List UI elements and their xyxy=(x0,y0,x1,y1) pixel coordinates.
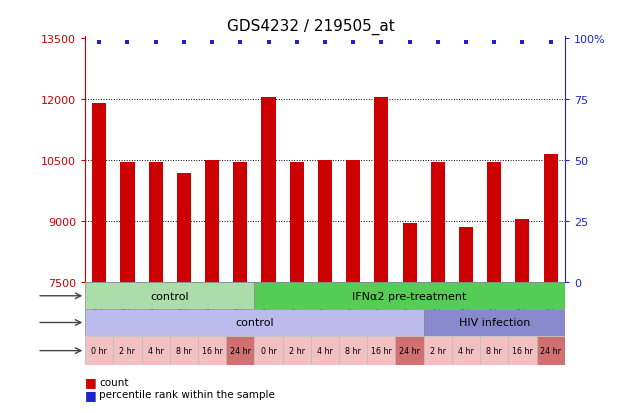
Text: ■: ■ xyxy=(85,375,97,389)
Bar xyxy=(233,163,247,283)
Bar xyxy=(516,220,529,283)
Bar xyxy=(254,283,565,309)
Bar xyxy=(318,161,332,283)
Bar xyxy=(121,163,134,283)
Text: HIV infection: HIV infection xyxy=(459,318,530,328)
Bar xyxy=(487,163,501,283)
Bar xyxy=(346,161,360,283)
Bar xyxy=(170,336,198,366)
Text: IFNα2 pre-treatment: IFNα2 pre-treatment xyxy=(352,291,467,301)
Bar xyxy=(205,161,219,283)
Bar xyxy=(543,155,558,283)
Bar xyxy=(396,336,423,366)
Bar xyxy=(227,336,254,366)
Text: 24 hr: 24 hr xyxy=(230,346,251,355)
Bar xyxy=(431,163,445,283)
Text: 8 hr: 8 hr xyxy=(487,346,502,355)
Text: percentile rank within the sample: percentile rank within the sample xyxy=(99,389,275,399)
Text: ■: ■ xyxy=(85,388,97,401)
Bar xyxy=(85,336,114,366)
Bar xyxy=(480,336,509,366)
Bar xyxy=(403,224,416,283)
Bar xyxy=(452,336,480,366)
Bar xyxy=(92,104,107,283)
Bar xyxy=(114,336,141,366)
Text: control: control xyxy=(151,291,189,301)
Text: 8 hr: 8 hr xyxy=(176,346,192,355)
Text: 2 hr: 2 hr xyxy=(289,346,305,355)
Bar xyxy=(459,228,473,283)
Bar xyxy=(311,336,339,366)
Bar xyxy=(261,98,276,283)
Text: 24 hr: 24 hr xyxy=(540,346,561,355)
Text: control: control xyxy=(235,318,274,328)
Bar xyxy=(290,163,304,283)
Bar xyxy=(423,336,452,366)
Text: count: count xyxy=(99,377,129,387)
Bar xyxy=(254,336,283,366)
Bar xyxy=(177,173,191,283)
Bar xyxy=(141,336,170,366)
Bar xyxy=(509,336,536,366)
Title: GDS4232 / 219505_at: GDS4232 / 219505_at xyxy=(227,18,394,34)
Bar xyxy=(85,309,423,336)
Bar xyxy=(374,98,389,283)
Bar xyxy=(283,336,311,366)
Bar xyxy=(149,163,163,283)
Bar xyxy=(339,336,367,366)
Bar xyxy=(367,336,396,366)
Text: 4 hr: 4 hr xyxy=(317,346,333,355)
Text: 16 hr: 16 hr xyxy=(202,346,223,355)
Text: 2 hr: 2 hr xyxy=(430,346,446,355)
Bar xyxy=(198,336,227,366)
Text: 4 hr: 4 hr xyxy=(148,346,163,355)
Text: 0 hr: 0 hr xyxy=(261,346,276,355)
Text: 24 hr: 24 hr xyxy=(399,346,420,355)
Text: 4 hr: 4 hr xyxy=(458,346,474,355)
Text: 0 hr: 0 hr xyxy=(91,346,107,355)
Text: 16 hr: 16 hr xyxy=(512,346,533,355)
Text: 8 hr: 8 hr xyxy=(345,346,361,355)
Bar xyxy=(423,309,565,336)
Text: 2 hr: 2 hr xyxy=(119,346,136,355)
Bar xyxy=(85,283,254,309)
Bar xyxy=(536,336,565,366)
Text: 16 hr: 16 hr xyxy=(371,346,392,355)
